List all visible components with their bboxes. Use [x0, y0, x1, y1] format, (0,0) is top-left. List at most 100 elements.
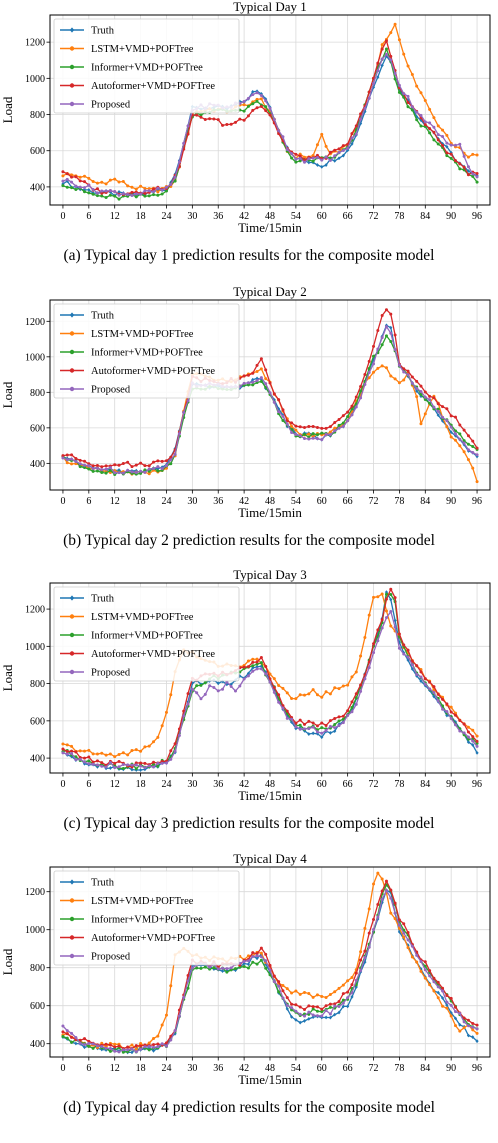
data-point	[449, 705, 453, 709]
data-point	[259, 377, 263, 382]
data-point	[134, 463, 138, 467]
data-point	[324, 1008, 328, 1012]
data-point	[130, 190, 134, 194]
data-point	[380, 626, 384, 630]
legend-label: LSTM+VMD+POFTree	[91, 44, 194, 55]
data-point	[113, 194, 117, 198]
data-point	[91, 467, 95, 471]
data-point	[402, 935, 406, 939]
x-tick-label: 90	[446, 1063, 456, 1074]
data-point	[415, 379, 419, 383]
data-point	[290, 152, 294, 156]
data-point	[337, 147, 341, 151]
data-point	[264, 99, 268, 103]
x-tick-label: 66	[343, 211, 353, 222]
data-point	[216, 689, 220, 693]
data-point	[458, 1012, 462, 1016]
data-point	[277, 990, 281, 994]
data-point	[354, 395, 358, 399]
data-point	[341, 714, 345, 718]
data-point	[471, 1028, 475, 1032]
data-point	[311, 1007, 315, 1011]
data-point	[143, 745, 147, 749]
x-tick-label: 84	[420, 779, 430, 790]
data-point	[255, 99, 259, 103]
data-point	[70, 1040, 74, 1044]
data-point	[458, 167, 462, 171]
data-point	[134, 192, 138, 196]
data-point	[65, 185, 69, 189]
data-point	[169, 462, 173, 466]
data-point	[100, 191, 104, 195]
data-point	[95, 763, 99, 767]
data-point	[346, 415, 350, 419]
legend-marker	[69, 83, 75, 88]
data-point	[285, 716, 289, 720]
data-point	[359, 654, 363, 658]
data-point	[246, 96, 250, 100]
data-point	[113, 761, 117, 765]
data-point	[428, 398, 432, 402]
data-point	[290, 1002, 294, 1006]
data-point	[402, 367, 406, 371]
data-point	[458, 729, 462, 733]
data-point	[238, 684, 242, 688]
data-point	[100, 194, 104, 198]
data-point	[246, 381, 250, 385]
data-point	[182, 411, 186, 415]
data-point	[259, 367, 263, 371]
y-tick-label: 1000	[25, 642, 45, 653]
data-point	[117, 765, 121, 769]
data-point	[453, 1016, 458, 1021]
data-point	[272, 392, 276, 396]
data-point	[216, 118, 220, 122]
data-point	[432, 138, 436, 142]
data-point	[419, 393, 423, 397]
data-point	[83, 459, 87, 463]
data-point	[277, 398, 281, 402]
data-point	[337, 715, 341, 719]
data-point	[376, 871, 380, 875]
data-point	[70, 173, 74, 177]
data-point	[449, 430, 453, 435]
data-point	[466, 730, 470, 734]
data-point	[440, 996, 445, 1000]
x-tick-label: 36	[213, 779, 223, 790]
data-point	[311, 995, 315, 999]
data-point	[242, 677, 246, 681]
data-point	[130, 1047, 134, 1051]
data-point	[199, 683, 203, 687]
data-point	[199, 697, 203, 701]
data-point	[78, 179, 82, 183]
data-point	[95, 181, 99, 185]
legend-label: LSTM+VMD+POFTree	[91, 896, 194, 907]
data-point	[393, 22, 397, 26]
data-point	[268, 680, 272, 684]
data-point	[65, 1032, 69, 1036]
data-point	[380, 343, 384, 347]
data-point	[320, 731, 324, 735]
data-point	[83, 760, 87, 764]
data-point	[441, 986, 445, 990]
legend-label: Truth	[91, 878, 115, 889]
data-point	[384, 597, 388, 601]
data-point	[471, 445, 475, 449]
legend-marker	[69, 614, 75, 619]
data-point	[333, 990, 337, 994]
y-tick-label: 400	[30, 459, 45, 470]
data-point	[445, 1000, 449, 1004]
data-point	[87, 176, 91, 180]
data-point	[186, 124, 190, 128]
data-point	[466, 458, 470, 462]
data-point	[363, 677, 367, 681]
data-point	[61, 742, 65, 746]
data-point	[462, 1026, 466, 1030]
data-point	[152, 740, 156, 744]
data-point	[70, 186, 74, 190]
data-point	[320, 426, 324, 430]
data-point	[423, 960, 427, 964]
x-tick-label: 12	[110, 1063, 120, 1074]
data-point	[419, 118, 423, 123]
data-point	[311, 1013, 315, 1017]
data-point	[389, 592, 393, 596]
